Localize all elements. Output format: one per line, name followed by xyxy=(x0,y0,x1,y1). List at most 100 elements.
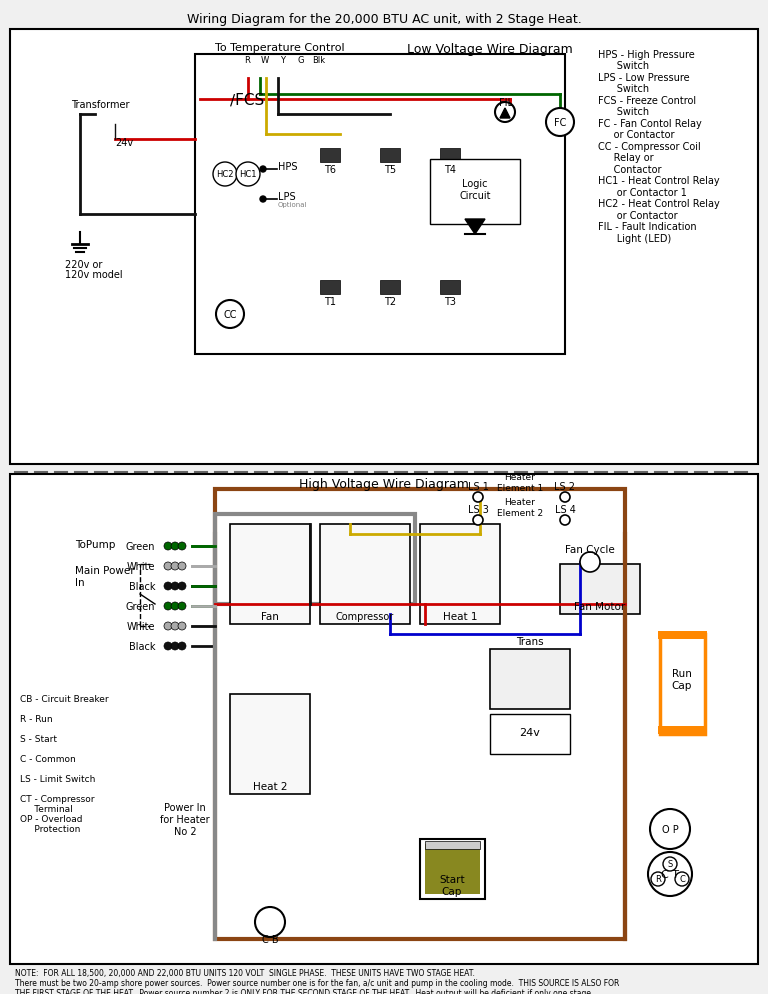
Text: OP - Overload
     Protection: OP - Overload Protection xyxy=(20,814,82,834)
Text: Black: Black xyxy=(128,581,155,591)
Bar xyxy=(420,525,500,624)
Circle shape xyxy=(164,642,172,650)
Text: Y: Y xyxy=(280,56,286,65)
Text: O P: O P xyxy=(661,824,678,834)
Bar xyxy=(490,649,570,710)
Bar xyxy=(320,280,340,294)
Text: High Voltage Wire Diagram: High Voltage Wire Diagram xyxy=(299,477,469,490)
Circle shape xyxy=(560,492,570,503)
Text: LS - Limit Switch: LS - Limit Switch xyxy=(20,774,95,783)
Text: Fan: Fan xyxy=(261,611,279,621)
Text: W: W xyxy=(261,56,269,65)
Text: or Contactor: or Contactor xyxy=(598,130,674,140)
Text: C B: C B xyxy=(262,934,278,944)
Text: Run
Cap: Run Cap xyxy=(672,669,692,690)
Text: CC - Compressor Coil: CC - Compressor Coil xyxy=(598,142,700,152)
Text: 220v or: 220v or xyxy=(65,259,102,269)
Bar xyxy=(195,55,565,355)
Circle shape xyxy=(473,492,483,503)
Text: LPS: LPS xyxy=(278,192,296,202)
Circle shape xyxy=(171,642,179,650)
Text: White: White xyxy=(127,621,155,631)
Bar xyxy=(660,634,705,735)
Text: CB - Circuit Breaker: CB - Circuit Breaker xyxy=(20,694,108,704)
Text: Heater
Element 1: Heater Element 1 xyxy=(497,473,543,492)
Text: Optional: Optional xyxy=(278,202,307,208)
Bar xyxy=(230,694,310,794)
Text: Relay or: Relay or xyxy=(598,153,654,163)
Text: T5: T5 xyxy=(384,165,396,175)
Text: 120v model: 120v model xyxy=(65,269,123,279)
Text: ∕FCS: ∕FCS xyxy=(230,92,264,107)
Text: Start
Cap: Start Cap xyxy=(439,875,465,897)
Bar xyxy=(294,67,308,79)
Text: 24v: 24v xyxy=(520,728,541,738)
Text: C T: C T xyxy=(661,869,679,879)
Circle shape xyxy=(171,563,179,571)
Text: FIL: FIL xyxy=(499,97,513,108)
Circle shape xyxy=(164,582,172,590)
Text: Heat 2: Heat 2 xyxy=(253,781,287,791)
Circle shape xyxy=(663,857,677,871)
Text: FIL - Fault Indication: FIL - Fault Indication xyxy=(598,223,697,233)
Circle shape xyxy=(171,602,179,610)
Text: LS 3: LS 3 xyxy=(468,505,488,515)
Circle shape xyxy=(260,197,266,203)
Circle shape xyxy=(216,301,244,329)
Bar xyxy=(320,149,340,163)
Bar xyxy=(215,515,415,604)
Text: Fan Motor: Fan Motor xyxy=(574,601,626,611)
Text: There must be two 20-amp shore power sources.  Power source number one is for th: There must be two 20-amp shore power sou… xyxy=(15,978,619,987)
Text: Main Power
In: Main Power In xyxy=(75,566,134,587)
Text: T6: T6 xyxy=(324,165,336,175)
Circle shape xyxy=(650,809,690,849)
Circle shape xyxy=(651,872,665,886)
Bar xyxy=(380,149,400,163)
Text: G: G xyxy=(298,56,304,65)
Bar xyxy=(380,280,400,294)
Text: Fan Cycle: Fan Cycle xyxy=(565,545,615,555)
Circle shape xyxy=(675,872,689,886)
Circle shape xyxy=(171,582,179,590)
Bar xyxy=(10,474,758,964)
Circle shape xyxy=(171,543,179,551)
Bar xyxy=(230,525,310,624)
Circle shape xyxy=(178,642,186,650)
Text: CT - Compressor
     Terminal: CT - Compressor Terminal xyxy=(20,794,94,813)
Bar xyxy=(320,525,410,624)
Text: 24v: 24v xyxy=(115,138,133,148)
Bar xyxy=(420,839,485,900)
Circle shape xyxy=(164,543,172,551)
Text: Light (LED): Light (LED) xyxy=(598,234,671,244)
Circle shape xyxy=(546,109,574,137)
Circle shape xyxy=(648,852,692,897)
Text: NOTE:  FOR ALL 18,500, 20,000 AND 22,000 BTU UNITS 120 VOLT  SINGLE PHASE.  THES: NOTE: FOR ALL 18,500, 20,000 AND 22,000 … xyxy=(15,968,475,977)
Bar xyxy=(312,67,326,79)
Bar xyxy=(425,841,480,849)
Text: FC - Fan Contol Relay: FC - Fan Contol Relay xyxy=(598,119,702,129)
Text: HPS: HPS xyxy=(278,162,297,172)
Text: Black: Black xyxy=(128,641,155,651)
Text: S - Start: S - Start xyxy=(20,735,57,744)
Text: HC1 - Heat Control Relay: HC1 - Heat Control Relay xyxy=(598,176,720,186)
Text: Heater
Element 2: Heater Element 2 xyxy=(497,498,543,517)
Circle shape xyxy=(580,553,600,573)
Circle shape xyxy=(171,622,179,630)
Bar xyxy=(490,715,570,754)
Circle shape xyxy=(213,163,237,187)
Text: R: R xyxy=(655,875,661,884)
Text: Green: Green xyxy=(125,542,155,552)
Bar xyxy=(440,280,460,294)
Circle shape xyxy=(178,582,186,590)
Text: HC1: HC1 xyxy=(240,170,257,179)
Text: Switch: Switch xyxy=(598,107,649,117)
Text: LPS - Low Pressure: LPS - Low Pressure xyxy=(598,73,690,83)
Text: T4: T4 xyxy=(444,165,456,175)
Text: Contactor: Contactor xyxy=(598,165,661,175)
Circle shape xyxy=(164,563,172,571)
Text: To Temperature Control: To Temperature Control xyxy=(215,43,345,53)
Bar xyxy=(258,67,272,79)
Circle shape xyxy=(164,602,172,610)
Text: ToPump: ToPump xyxy=(75,540,115,550)
Text: T1: T1 xyxy=(324,296,336,307)
